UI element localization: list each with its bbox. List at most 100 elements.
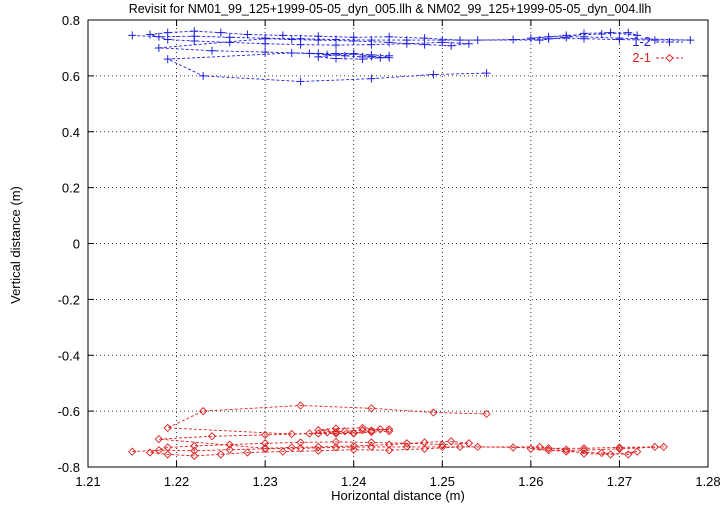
data-point	[163, 35, 172, 44]
data-point	[376, 425, 385, 434]
data-point	[154, 434, 163, 444]
data-point	[332, 50, 340, 59]
data-point	[305, 49, 314, 58]
data-point	[420, 444, 429, 453]
data-point	[606, 28, 615, 37]
data-point	[579, 449, 589, 458]
data-point	[261, 430, 270, 440]
legend: 1-22-1	[632, 34, 683, 65]
data-point	[509, 35, 518, 44]
data-point	[349, 428, 358, 438]
data-point	[296, 438, 305, 447]
data-point	[278, 31, 287, 40]
data-point	[305, 429, 314, 438]
data-point	[464, 39, 473, 48]
data-point	[199, 71, 208, 80]
data-point	[606, 450, 615, 459]
series-line	[132, 30, 691, 82]
data-point	[287, 35, 296, 44]
chart-title: Revisit for NM01_99_125+1999-05-05_dyn_0…	[129, 2, 652, 16]
data-point	[438, 38, 447, 47]
data-point	[580, 29, 588, 38]
grid	[88, 20, 708, 467]
data-point	[509, 443, 518, 452]
y-tick-label: 0.8	[62, 13, 80, 28]
data-point	[243, 30, 252, 39]
data-point	[429, 70, 438, 79]
data-point	[597, 448, 606, 458]
x-tick-label: 1.22	[164, 474, 189, 489]
x-tick-label: 1.24	[341, 474, 366, 489]
data-point	[367, 404, 376, 413]
data-point	[190, 446, 199, 455]
data-point	[207, 432, 217, 441]
x-tick-label: 1.27	[607, 474, 632, 489]
data-point	[686, 36, 695, 45]
legend-marker	[665, 38, 674, 46]
data-point	[287, 443, 296, 452]
data-point	[278, 447, 287, 456]
data-point	[296, 77, 305, 86]
data-point	[261, 48, 270, 57]
data-point	[456, 36, 464, 45]
data-point	[145, 448, 155, 457]
data-point	[340, 427, 349, 436]
data-point	[261, 34, 270, 43]
data-point	[154, 43, 163, 52]
data-point	[163, 423, 172, 433]
data-point	[296, 40, 305, 49]
data-point	[349, 36, 358, 45]
data-point	[420, 40, 429, 49]
data-point	[296, 401, 305, 410]
series-1-2	[128, 27, 695, 86]
data-point	[402, 439, 411, 448]
data-point	[128, 31, 137, 40]
data-point	[367, 74, 376, 83]
data-point	[190, 451, 199, 460]
data-point	[190, 441, 199, 451]
data-point	[163, 28, 172, 37]
data-point	[455, 442, 465, 452]
data-point	[526, 34, 535, 43]
data-point	[323, 428, 332, 437]
data-point	[597, 29, 606, 38]
data-point	[562, 445, 571, 454]
data-point	[535, 442, 544, 452]
data-point	[473, 36, 482, 45]
data-point	[243, 448, 252, 457]
data-point	[482, 69, 491, 78]
legend-label: 2-1	[632, 50, 651, 65]
data-point	[340, 51, 349, 60]
data-point	[367, 442, 376, 452]
data-point	[287, 48, 296, 57]
data-point	[402, 442, 411, 452]
data-point	[349, 50, 358, 59]
data-point	[402, 39, 411, 48]
data-point	[163, 450, 172, 459]
x-tick-label: 1.28	[695, 474, 720, 489]
data-point	[624, 28, 633, 37]
data-point	[349, 441, 358, 451]
data-point	[385, 53, 394, 62]
data-point	[367, 438, 376, 447]
data-point	[385, 425, 394, 434]
data-point	[633, 447, 642, 456]
data-point	[367, 426, 376, 435]
data-point	[367, 52, 376, 61]
data-point	[208, 46, 216, 55]
data-point	[146, 30, 154, 39]
x-tick-label: 1.26	[518, 474, 543, 489]
data-point	[358, 423, 367, 433]
data-point	[615, 444, 624, 453]
data-point	[650, 36, 659, 45]
series-line	[132, 405, 664, 457]
y-tick-label: 0.4	[62, 125, 80, 140]
data-point	[190, 27, 199, 36]
data-point	[358, 52, 367, 61]
data-point	[296, 444, 305, 453]
data-point	[314, 425, 323, 435]
data-point	[420, 438, 429, 447]
data-point	[447, 41, 456, 50]
data-point	[650, 442, 659, 452]
